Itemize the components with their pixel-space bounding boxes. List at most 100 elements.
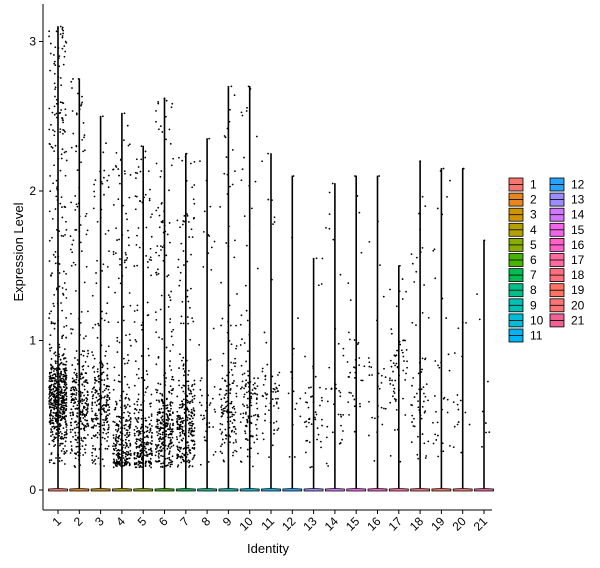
data-point [87, 404, 89, 407]
data-point [353, 430, 356, 433]
data-point [133, 321, 136, 323]
data-point [169, 447, 171, 450]
data-point [246, 404, 248, 407]
data-point [103, 424, 106, 426]
data-point [134, 208, 137, 211]
data-point [446, 398, 449, 401]
data-point [172, 411, 174, 414]
data-point [261, 432, 264, 435]
legend-item: 14 [549, 208, 585, 222]
data-point [274, 382, 277, 385]
data-point [107, 436, 109, 438]
data-point [53, 412, 56, 414]
data-point [58, 444, 61, 447]
data-point [245, 110, 248, 112]
data-point [125, 406, 128, 408]
data-point [421, 357, 424, 360]
data-point [226, 420, 229, 423]
data-point [99, 422, 102, 425]
data-point [65, 450, 68, 452]
data-point [244, 432, 247, 435]
data-point [354, 371, 357, 374]
data-point [116, 424, 119, 426]
data-point [78, 452, 81, 455]
data-point [165, 430, 168, 432]
data-point [169, 426, 171, 429]
data-point [421, 246, 424, 249]
data-point [115, 444, 118, 446]
data-point [56, 368, 58, 371]
data-point [335, 387, 338, 390]
data-point [81, 101, 84, 104]
data-point [171, 463, 173, 466]
data-point [255, 434, 258, 437]
data-point [123, 411, 125, 414]
data-point [227, 321, 229, 323]
data-point [321, 257, 324, 260]
data-point [80, 353, 83, 356]
data-point [319, 440, 322, 443]
data-point [51, 272, 53, 275]
data-point [406, 360, 408, 363]
data-point [437, 455, 440, 458]
data-point [83, 350, 86, 353]
data-point [83, 134, 86, 137]
data-point [168, 391, 171, 394]
data-point [405, 372, 407, 375]
data-point [106, 417, 108, 420]
data-point [96, 368, 99, 371]
data-point [58, 262, 60, 265]
data-point [148, 431, 151, 434]
data-point [179, 271, 182, 274]
data-point [75, 378, 78, 381]
data-point [113, 421, 116, 424]
data-point [79, 412, 81, 415]
data-point [240, 314, 243, 317]
data-point [56, 371, 59, 374]
data-point [48, 375, 51, 378]
data-point [186, 289, 189, 292]
data-point [122, 305, 125, 308]
data-point [419, 228, 421, 231]
data-point [312, 365, 314, 368]
data-point [158, 427, 160, 430]
data-point [91, 387, 94, 390]
data-point [81, 411, 84, 414]
data-point [185, 414, 188, 417]
data-point [64, 174, 67, 177]
data-point [107, 404, 110, 406]
data-point [69, 440, 72, 443]
data-point [257, 377, 259, 380]
data-point [101, 310, 103, 313]
data-point [65, 387, 68, 390]
data-point [129, 339, 132, 342]
data-point [188, 466, 190, 468]
x-tick-label: 15 [343, 514, 363, 534]
data-point [163, 408, 166, 411]
data-point [228, 120, 231, 123]
data-point [193, 440, 196, 443]
legend-label: 3 [530, 208, 537, 222]
data-point [106, 414, 109, 417]
data-point [106, 265, 109, 268]
data-point [212, 453, 215, 456]
data-point [271, 444, 274, 447]
data-point [78, 230, 81, 233]
data-point [64, 421, 67, 423]
data-point [172, 378, 175, 381]
data-point [157, 356, 160, 358]
data-point [138, 408, 141, 411]
data-point [50, 435, 52, 437]
data-point [147, 170, 150, 173]
data-point [433, 395, 436, 397]
data-point [241, 338, 243, 341]
data-point [112, 437, 115, 439]
data-point [245, 379, 248, 382]
data-point [94, 401, 97, 404]
data-point [187, 300, 190, 303]
data-point [181, 300, 184, 303]
data-point [143, 379, 146, 382]
data-point [55, 403, 57, 406]
data-point [54, 375, 57, 378]
data-point [133, 453, 136, 456]
